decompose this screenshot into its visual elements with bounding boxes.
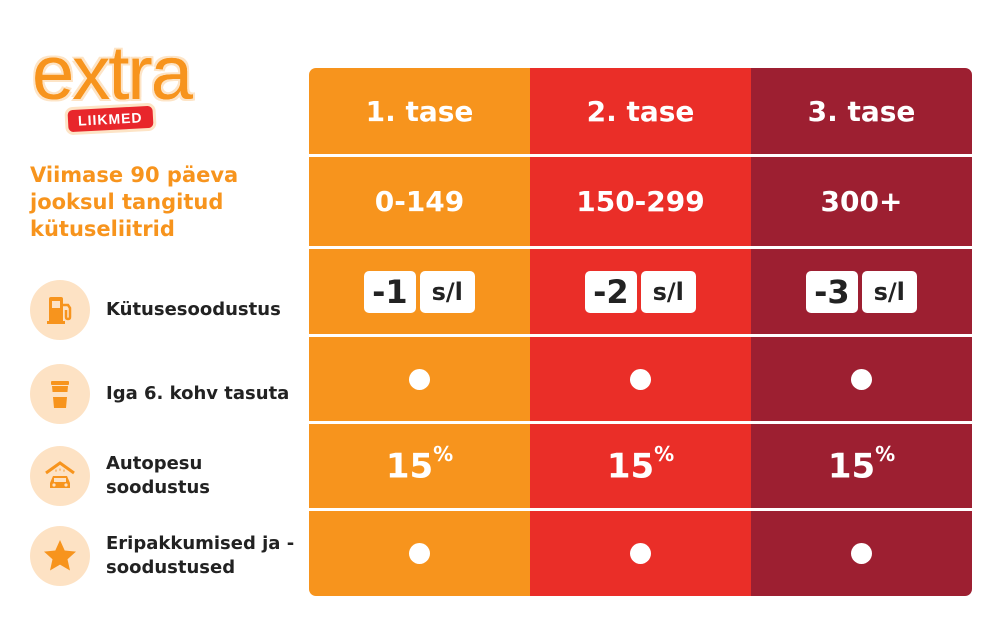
tier-liters: 300+ xyxy=(751,157,972,249)
criterion-label: Viimase 90 päeva jooksul tangitud kütuse… xyxy=(30,163,239,241)
tier-column-3: 3. tase 300+ -3 s/l 15% xyxy=(751,68,972,596)
carwash-cell: 15% xyxy=(530,424,751,511)
fuel-discount-cell: -3 s/l xyxy=(751,249,972,337)
tier-name: 1. tase xyxy=(309,68,530,157)
discount-unit: s/l xyxy=(419,270,475,313)
tier-liters: 150-299 xyxy=(530,157,751,249)
carwash-percent: 15% xyxy=(606,441,675,487)
coffee-cup-icon xyxy=(30,364,90,424)
benefit-fuel-discount: Kütusesoodustus xyxy=(30,280,296,340)
included-dot xyxy=(630,543,651,564)
fuel-discount-cell: -1 s/l xyxy=(309,249,530,337)
tier-liters: 0-149 xyxy=(309,157,530,249)
offers-cell xyxy=(309,511,530,596)
carwash-cell: 15% xyxy=(751,424,972,511)
coffee-cell xyxy=(309,337,530,424)
star-icon xyxy=(30,526,90,586)
benefit-label: Iga 6. kohv tasuta xyxy=(106,383,290,404)
coffee-cell xyxy=(751,337,972,424)
tier-column-2: 2. tase 150-299 -2 s/l 15% xyxy=(530,68,751,596)
coffee-cell xyxy=(530,337,751,424)
discount-value: -2 xyxy=(585,270,637,313)
tier-table: 1. tase 0-149 -1 s/l 15% 2. tase 150-299… xyxy=(309,68,972,596)
included-dot xyxy=(409,543,430,564)
tier-column-1: 1. tase 0-149 -1 s/l 15% xyxy=(309,68,530,596)
discount-unit: s/l xyxy=(640,270,696,313)
carwash-percent: 15% xyxy=(827,441,896,487)
tier-name: 3. tase xyxy=(751,68,972,157)
benefit-free-coffee: Iga 6. kohv tasuta xyxy=(30,364,296,424)
benefit-label: Kütusesoodustus xyxy=(106,299,281,320)
benefit-special-offers: Eripakkumised ja -soodustused xyxy=(30,526,296,586)
offers-cell xyxy=(530,511,751,596)
included-dot xyxy=(630,368,651,390)
car-wash-icon xyxy=(30,446,90,506)
benefit-label: Autopesu soodustus xyxy=(106,453,210,498)
carwash-cell: 15% xyxy=(309,424,530,511)
offers-cell xyxy=(751,511,972,596)
discount-value: -1 xyxy=(364,270,416,313)
benefit-car-wash: Autopesu soodustus xyxy=(30,446,296,506)
extra-liikmed-logo: extra LIIKMED xyxy=(30,31,220,140)
included-dot xyxy=(851,368,872,390)
carwash-percent: 15% xyxy=(385,441,454,487)
benefit-label: Eripakkumised ja -soodustused xyxy=(106,533,295,578)
fuel-pump-icon xyxy=(30,280,90,340)
logo-badge: LIIKMED xyxy=(67,105,154,133)
discount-value: -3 xyxy=(806,270,858,313)
tier-name: 2. tase xyxy=(530,68,751,157)
included-dot xyxy=(851,543,872,564)
fuel-discount-cell: -2 s/l xyxy=(530,249,751,337)
logo-word: extra xyxy=(32,31,193,116)
discount-unit: s/l xyxy=(861,270,917,313)
included-dot xyxy=(409,368,430,390)
